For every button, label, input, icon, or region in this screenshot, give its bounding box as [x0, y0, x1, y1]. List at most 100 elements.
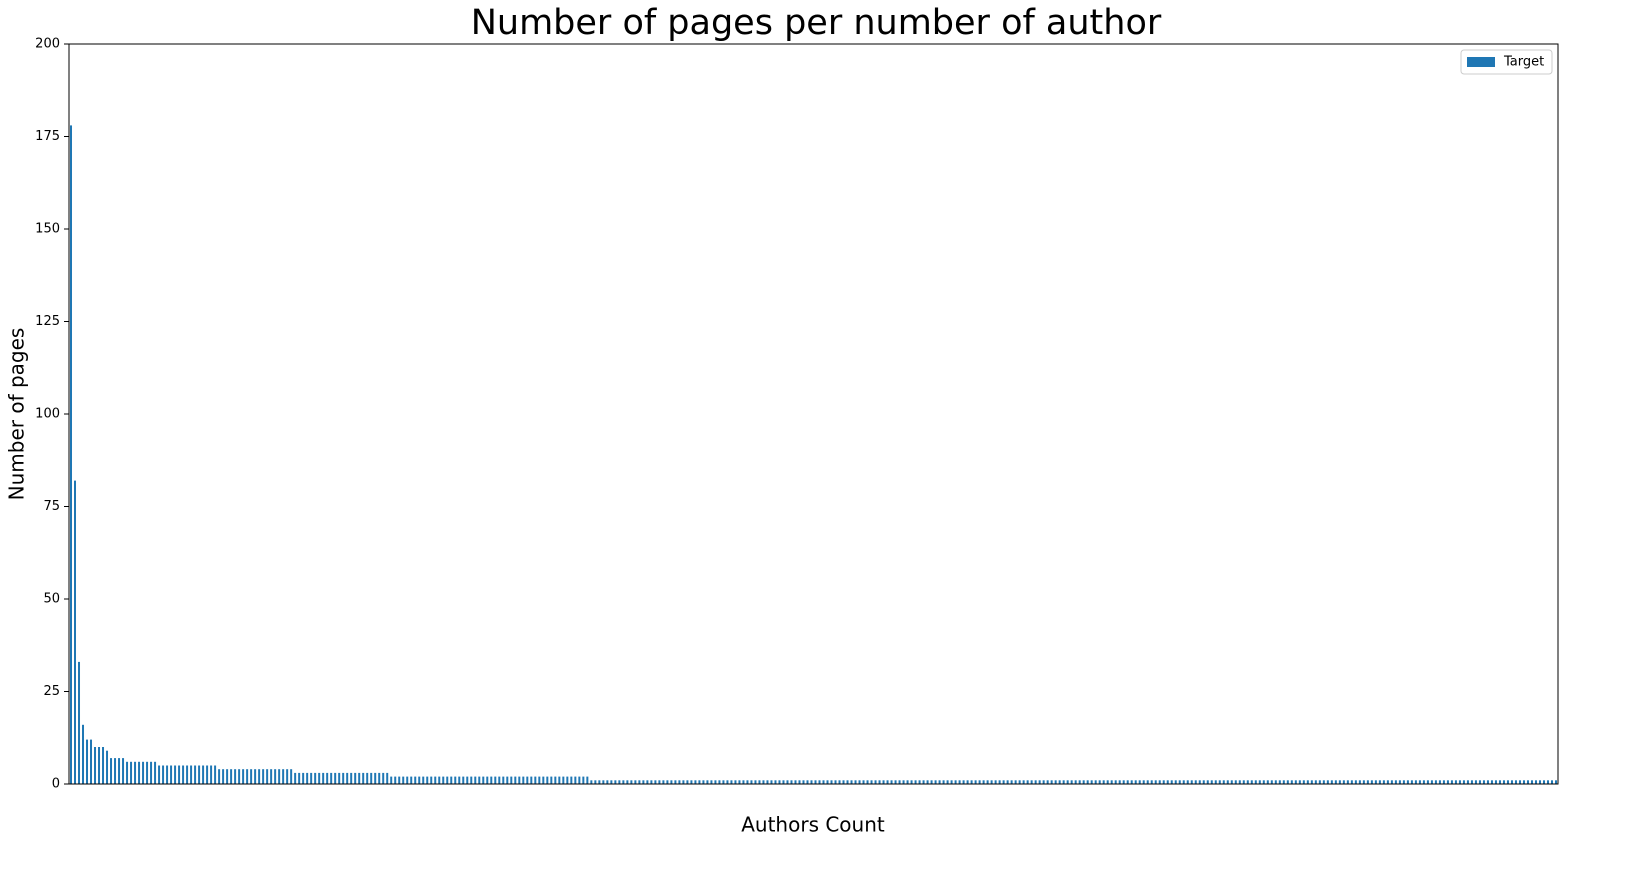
bar — [102, 747, 105, 784]
bar — [402, 776, 405, 784]
bar — [1062, 780, 1065, 784]
bar — [1434, 780, 1437, 784]
bar — [678, 780, 681, 784]
bar — [298, 772, 301, 784]
bar — [886, 780, 889, 784]
bar — [1090, 780, 1093, 784]
bar — [1550, 780, 1553, 784]
bar — [1334, 780, 1337, 784]
bar — [1414, 780, 1417, 784]
bar — [498, 776, 501, 784]
bar — [234, 769, 237, 784]
bar — [906, 780, 909, 784]
bar — [194, 765, 197, 784]
bar — [1190, 780, 1193, 784]
bar — [522, 776, 525, 784]
bar — [1462, 780, 1465, 784]
bar — [138, 761, 141, 784]
bar — [1098, 780, 1101, 784]
bar — [830, 780, 833, 784]
bar — [1202, 780, 1205, 784]
bar — [742, 780, 745, 784]
bar — [610, 780, 613, 784]
bar — [242, 769, 245, 784]
bar — [1270, 780, 1273, 784]
bar — [870, 780, 873, 784]
bar — [1058, 780, 1061, 784]
bar — [474, 776, 477, 784]
bar — [94, 747, 97, 784]
bar — [994, 780, 997, 784]
bar — [1326, 780, 1329, 784]
bar — [1070, 780, 1073, 784]
bar — [630, 780, 633, 784]
bar — [482, 776, 485, 784]
bar — [1310, 780, 1313, 784]
bar — [914, 780, 917, 784]
bar — [310, 772, 313, 784]
bar — [866, 780, 869, 784]
bar — [1534, 780, 1537, 784]
bar — [314, 772, 317, 784]
bar — [1030, 780, 1033, 784]
bar — [962, 780, 965, 784]
bar — [1502, 780, 1505, 784]
bar — [706, 780, 709, 784]
bar — [358, 772, 361, 784]
bar — [98, 747, 101, 784]
bar — [1498, 780, 1501, 784]
y-tick-label: 50 — [43, 592, 60, 607]
bar — [714, 780, 717, 784]
bar — [894, 780, 897, 784]
bar — [546, 776, 549, 784]
bar — [1266, 780, 1269, 784]
bar — [1166, 780, 1169, 784]
bar — [1050, 780, 1053, 784]
bar — [642, 780, 645, 784]
y-tick-label: 150 — [35, 222, 60, 237]
bar — [1374, 780, 1377, 784]
bar — [586, 776, 589, 784]
bar — [70, 125, 73, 784]
bar — [970, 780, 973, 784]
bar — [1554, 780, 1557, 784]
bar — [1186, 780, 1189, 784]
bar — [1006, 780, 1009, 784]
legend-swatch — [1467, 57, 1495, 67]
bar — [654, 780, 657, 784]
bar — [698, 780, 701, 784]
bar — [1286, 780, 1289, 784]
bar — [1246, 780, 1249, 784]
bar — [306, 772, 309, 784]
bar — [538, 776, 541, 784]
bar — [1346, 780, 1349, 784]
bar — [214, 765, 217, 784]
bar — [862, 780, 865, 784]
bar — [1518, 780, 1521, 784]
bar — [218, 769, 221, 784]
bar — [1074, 780, 1077, 784]
bar — [1294, 780, 1297, 784]
bar — [918, 780, 921, 784]
bar — [1454, 780, 1457, 784]
bar — [258, 769, 261, 784]
bar — [1394, 780, 1397, 784]
bar — [982, 780, 985, 784]
bar — [1130, 780, 1133, 784]
bar — [526, 776, 529, 784]
bar — [1458, 780, 1461, 784]
bar — [198, 765, 201, 784]
bar — [1042, 780, 1045, 784]
bar — [418, 776, 421, 784]
bar — [1406, 780, 1409, 784]
bar — [566, 776, 569, 784]
bar — [1298, 780, 1301, 784]
bar — [966, 780, 969, 784]
bar — [190, 765, 193, 784]
bar — [502, 776, 505, 784]
bar — [1426, 780, 1429, 784]
bar — [762, 780, 765, 784]
bar — [842, 780, 845, 784]
bar — [1258, 780, 1261, 784]
bar — [858, 780, 861, 784]
